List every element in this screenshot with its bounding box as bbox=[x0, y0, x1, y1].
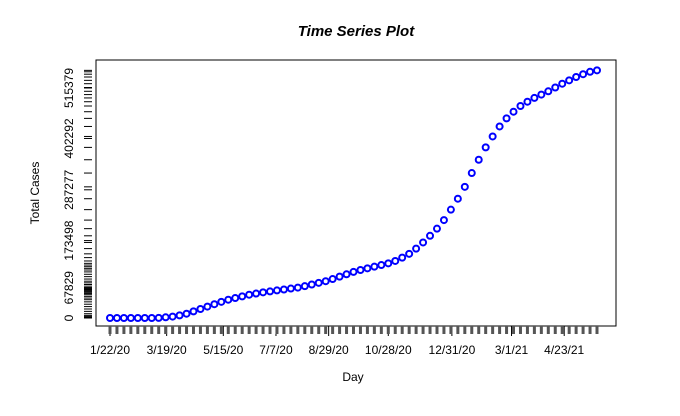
point bbox=[432, 224, 441, 233]
point bbox=[377, 261, 386, 270]
x-axis-label: Day bbox=[342, 370, 363, 384]
point bbox=[370, 262, 379, 271]
point bbox=[349, 267, 358, 276]
point bbox=[579, 70, 588, 79]
point bbox=[509, 107, 518, 116]
point bbox=[238, 292, 247, 301]
point bbox=[558, 79, 567, 88]
y-tick-label: 67829 bbox=[62, 271, 76, 305]
point bbox=[363, 264, 372, 273]
point bbox=[495, 122, 504, 131]
point bbox=[286, 284, 295, 293]
point bbox=[565, 76, 574, 85]
x-tick-label: 8/29/20 bbox=[309, 343, 349, 357]
point bbox=[272, 286, 281, 295]
x-tick-label: 12/31/20 bbox=[429, 343, 476, 357]
point bbox=[474, 155, 483, 164]
point bbox=[488, 132, 497, 141]
point bbox=[266, 287, 275, 296]
point bbox=[593, 66, 601, 75]
plot-frame bbox=[95, 59, 617, 327]
point bbox=[356, 265, 365, 274]
x-tick-label: 1/22/20 bbox=[90, 343, 130, 357]
point bbox=[467, 169, 476, 178]
point bbox=[405, 249, 414, 258]
y-axis-label: Total Cases bbox=[28, 162, 42, 225]
point bbox=[516, 102, 525, 111]
point bbox=[224, 295, 233, 304]
point bbox=[293, 283, 302, 292]
y-tick-label: 173498 bbox=[62, 220, 76, 260]
point bbox=[314, 278, 323, 287]
x-tick-label: 3/19/20 bbox=[147, 343, 187, 357]
point bbox=[182, 309, 191, 318]
x-tick-label: 7/7/20 bbox=[259, 343, 293, 357]
point bbox=[460, 182, 469, 191]
point bbox=[342, 270, 351, 279]
y-tick-label: 515379 bbox=[62, 68, 76, 108]
point bbox=[210, 300, 219, 309]
x-tick-label: 4/23/21 bbox=[544, 343, 584, 357]
x-tick-label: 5/15/20 bbox=[203, 343, 243, 357]
point bbox=[196, 304, 205, 313]
point bbox=[252, 289, 261, 298]
point bbox=[259, 288, 268, 297]
point bbox=[203, 302, 212, 311]
point bbox=[335, 272, 344, 281]
point bbox=[231, 294, 240, 303]
point bbox=[530, 93, 539, 102]
x-tick-label: 3/1/21 bbox=[495, 343, 529, 357]
point bbox=[572, 73, 581, 82]
point bbox=[384, 259, 393, 268]
point bbox=[398, 253, 407, 262]
point bbox=[412, 244, 421, 253]
point bbox=[307, 280, 316, 289]
x-tick-label: 10/28/20 bbox=[365, 343, 412, 357]
y-tick-label: 287277 bbox=[62, 169, 76, 209]
point bbox=[279, 285, 288, 294]
point bbox=[551, 83, 560, 92]
point bbox=[168, 312, 177, 321]
point bbox=[419, 238, 428, 247]
point bbox=[481, 143, 490, 152]
point bbox=[523, 97, 532, 106]
point bbox=[328, 275, 337, 284]
point bbox=[586, 67, 595, 76]
point bbox=[391, 256, 400, 265]
point bbox=[502, 114, 511, 123]
point bbox=[453, 194, 462, 203]
point bbox=[446, 205, 455, 214]
point bbox=[321, 277, 330, 286]
point bbox=[217, 297, 226, 306]
point bbox=[175, 311, 184, 320]
point bbox=[161, 313, 170, 322]
y-tick-label: 0 bbox=[62, 314, 76, 321]
point bbox=[439, 216, 448, 225]
y-tick-label: 402292 bbox=[62, 118, 76, 158]
point bbox=[426, 231, 435, 240]
point bbox=[245, 290, 254, 299]
point bbox=[544, 87, 553, 96]
point bbox=[189, 307, 198, 316]
chart-title: Time Series Plot bbox=[298, 23, 415, 40]
point bbox=[537, 90, 546, 99]
point bbox=[300, 282, 309, 291]
